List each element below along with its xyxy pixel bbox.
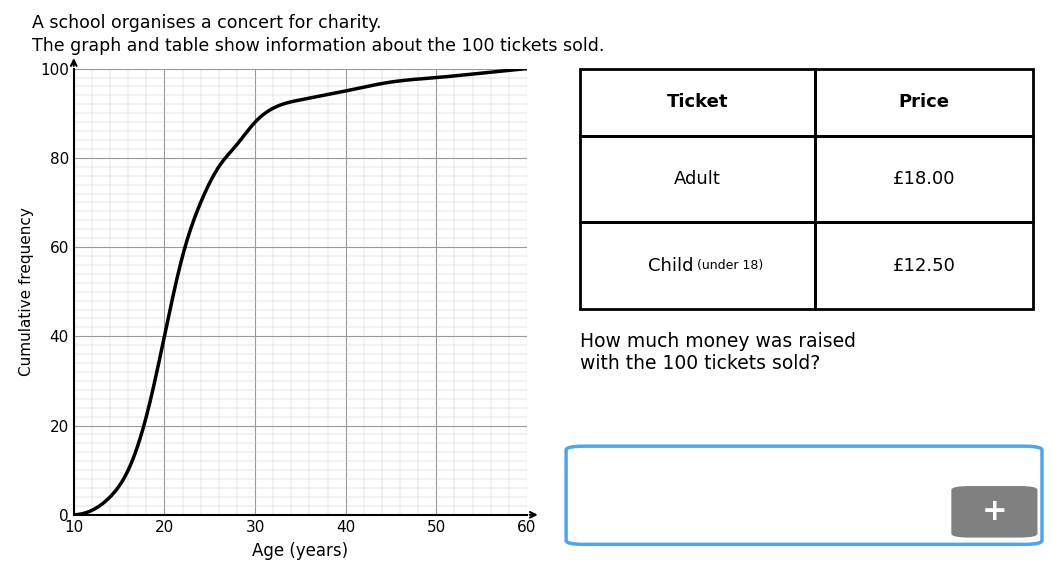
Text: The graph and table show information about the 100 tickets sold.: The graph and table show information abo…	[32, 37, 604, 55]
Bar	[580, 223, 816, 309]
Text: How much money was raised
with the 100 tickets sold?: How much money was raised with the 100 t…	[580, 332, 856, 373]
Bar	[580, 69, 816, 136]
Text: Ticket: Ticket	[667, 93, 728, 112]
FancyBboxPatch shape	[566, 446, 1042, 545]
Text: £18.00: £18.00	[893, 170, 955, 188]
FancyBboxPatch shape	[952, 486, 1037, 538]
X-axis label: Age (years): Age (years)	[252, 542, 349, 559]
Text: Adult: Adult	[675, 170, 721, 188]
Text: Price: Price	[899, 93, 950, 112]
Bar	[580, 136, 816, 223]
Text: Child: Child	[647, 257, 694, 275]
Text: £12.50: £12.50	[893, 257, 956, 275]
Text: +: +	[981, 497, 1008, 526]
Bar	[816, 223, 1033, 309]
Bar	[816, 69, 1033, 136]
Bar	[816, 136, 1033, 223]
Y-axis label: Cumulative frequency: Cumulative frequency	[19, 207, 35, 376]
Text: (under 18): (under 18)	[694, 259, 763, 272]
Text: A school organises a concert for charity.: A school organises a concert for charity…	[32, 14, 382, 32]
